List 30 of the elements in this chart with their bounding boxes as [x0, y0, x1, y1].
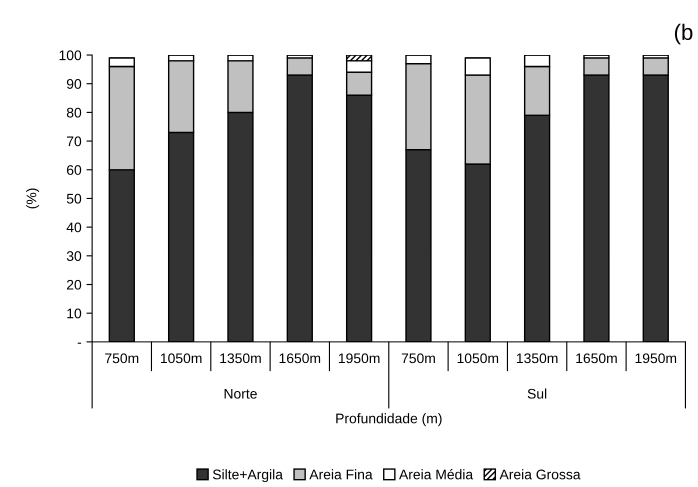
x-tick-label: 1050m [458, 353, 498, 364]
y-tick-label: 10 [67, 308, 82, 318]
y-tick-label: 80 [66, 108, 82, 118]
x-tick-label: 750m [105, 353, 138, 364]
y-tick-label: 70 [66, 136, 82, 146]
y-tick-label: 40 [66, 222, 82, 232]
x-tick-label: 1950m [338, 353, 380, 364]
text: Norte [224, 388, 257, 399]
legend-label: Silte+Argila [212, 469, 283, 482]
y-tick-label: 60 [66, 165, 82, 175]
y-tick-label: - [78, 342, 82, 344]
x-tick-label: 1050m [160, 353, 202, 364]
y-tick-label: 90 [66, 79, 82, 89]
legend-label: Areia Média [399, 469, 474, 480]
y-axis-title: (%) [26, 188, 40, 208]
y-tick-label: 30 [66, 251, 82, 261]
y-tick-label: 20 [66, 280, 82, 290]
x-tick-label: 1350m [220, 353, 261, 364]
x-tick-label: 1650m [576, 353, 617, 364]
text: Sul [528, 388, 546, 399]
y-tick-label: 100 [60, 50, 82, 60]
x-tick-label: 1950m [636, 353, 676, 364]
x-tick-label: 750m [402, 353, 435, 364]
y-tick-label: 50 [66, 194, 82, 204]
x-tick-label: 1650m [280, 353, 320, 364]
text: (b [674, 24, 692, 44]
x-axis-title: Profundidade (m) [336, 413, 442, 426]
x-tick-label: 1350m [516, 353, 558, 364]
legend-label: Areia Grossa [500, 469, 581, 480]
legend-label: Areia Fina [309, 469, 373, 480]
